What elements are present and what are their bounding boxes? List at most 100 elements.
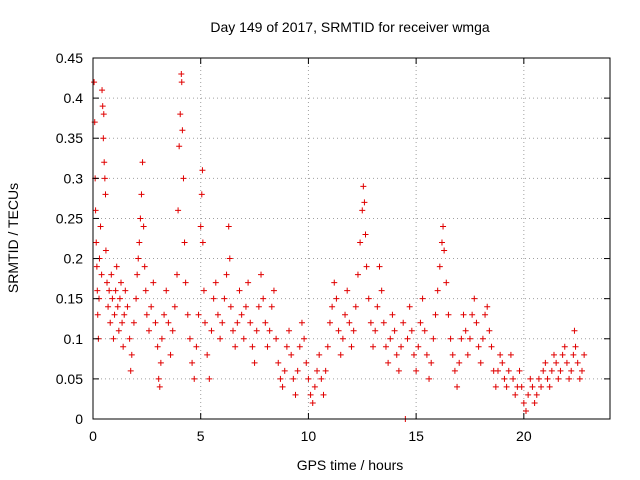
data-point: [458, 335, 465, 342]
data-point: [428, 359, 435, 366]
data-point: [434, 287, 441, 294]
data-point: [578, 367, 585, 374]
data-point: [110, 335, 117, 342]
data-point: [106, 287, 113, 294]
data-point: [335, 327, 342, 334]
data-point: [370, 343, 377, 350]
data-point: [171, 303, 178, 310]
data-point: [223, 271, 230, 278]
data-point: [146, 327, 153, 334]
y-tick-label: 0.45: [56, 50, 83, 66]
data-point: [152, 319, 159, 326]
data-point: [456, 359, 463, 366]
data-point: [143, 311, 150, 318]
data-point: [352, 303, 359, 310]
data-point: [525, 391, 532, 398]
data-point: [436, 263, 443, 270]
data-point: [217, 335, 224, 342]
data-point: [107, 319, 114, 326]
data-point: [139, 159, 146, 166]
data-point: [482, 311, 489, 318]
y-tick-label: 0.3: [64, 170, 84, 186]
data-point: [581, 351, 588, 358]
plot-frame: [92, 57, 611, 420]
data-point: [499, 359, 506, 366]
data-point: [156, 383, 163, 390]
data-point: [249, 343, 256, 350]
data-point: [451, 367, 458, 374]
data-point: [234, 319, 241, 326]
data-point: [572, 343, 579, 350]
y-axis-label: SRMTID / TECUs: [5, 183, 21, 293]
data-point: [546, 383, 553, 390]
data-point: [225, 223, 232, 230]
data-point: [484, 303, 491, 310]
data-point: [393, 351, 400, 358]
data-point: [466, 335, 473, 342]
data-point: [566, 375, 573, 382]
data-point: [158, 335, 165, 342]
data-point: [574, 359, 581, 366]
data-point: [505, 367, 512, 374]
data-point: [136, 239, 143, 246]
data-point: [354, 271, 361, 278]
data-point: [516, 367, 523, 374]
data-point: [447, 335, 454, 342]
data-point: [311, 383, 318, 390]
data-point: [148, 303, 155, 310]
data-point: [322, 367, 329, 374]
data-point: [305, 375, 312, 382]
data-point: [563, 359, 570, 366]
data-point: [130, 319, 137, 326]
data-point: [503, 383, 510, 390]
data-point: [94, 287, 101, 294]
y-tick-label: 0: [75, 411, 83, 427]
data-point: [251, 359, 258, 366]
data-point: [204, 351, 211, 358]
data-point: [512, 391, 519, 398]
data-point: [161, 311, 168, 318]
data-point: [270, 287, 277, 294]
data-point: [333, 295, 340, 302]
data-point: [275, 359, 282, 366]
x-tick-label: 5: [197, 428, 205, 444]
data-point: [464, 351, 471, 358]
data-point: [471, 295, 478, 302]
data-point: [309, 399, 316, 406]
data-point: [301, 335, 308, 342]
data-point: [227, 303, 234, 310]
data-point: [378, 287, 385, 294]
data-point: [91, 79, 98, 86]
data-point: [404, 335, 411, 342]
data-point: [533, 391, 540, 398]
data-point: [114, 303, 121, 310]
data-point: [421, 327, 428, 334]
data-point: [121, 311, 128, 318]
data-point: [557, 367, 564, 374]
data-point: [294, 367, 301, 374]
data-point: [432, 311, 439, 318]
data-point: [260, 295, 267, 302]
data-point: [208, 327, 215, 334]
data-point: [157, 359, 164, 366]
data-point: [410, 351, 417, 358]
data-point: [488, 343, 495, 350]
data-point: [93, 239, 100, 246]
data-point: [178, 71, 185, 78]
data-point: [492, 383, 499, 390]
data-point: [210, 295, 217, 302]
data-point: [245, 279, 252, 286]
data-point: [101, 175, 108, 182]
data-point: [391, 327, 398, 334]
data-point: [135, 255, 142, 262]
data-point: [555, 375, 562, 382]
y-tick-label: 0.35: [56, 130, 83, 146]
data-point: [389, 311, 396, 318]
data-point: [155, 375, 162, 382]
data-point: [290, 375, 297, 382]
data-point: [281, 367, 288, 374]
grid: [93, 58, 610, 419]
data-point: [417, 319, 424, 326]
data-point: [571, 327, 578, 334]
